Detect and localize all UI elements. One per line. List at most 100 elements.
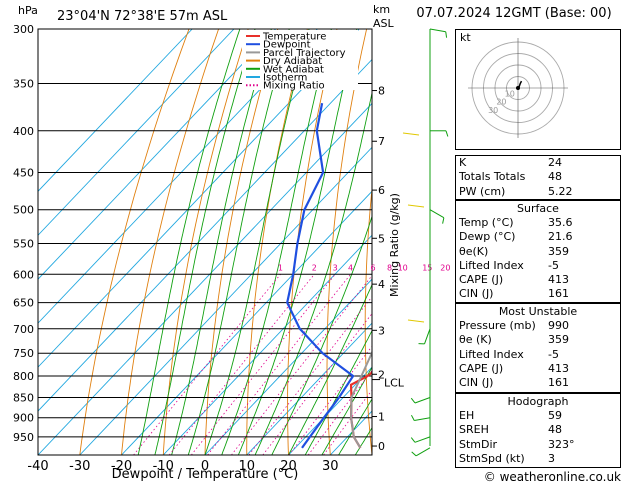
temperature-tick-label: 10	[238, 459, 255, 474]
indices-panel: K 24 Totals Totals 48 PW (cm) 5.22	[455, 155, 621, 200]
upper-wind-barb	[407, 319, 425, 323]
hodograph-row: SREH 48	[459, 423, 562, 437]
pressure-tick-label: 600	[13, 268, 34, 281]
most-unstable-panel: Most Unstable Pressure (mb) 990 θe (K) 359…	[455, 303, 621, 393]
wind-barb	[429, 209, 445, 219]
upper-wind-barb	[407, 204, 425, 208]
isotherm-line	[38, 58, 372, 412]
mixing-ratio-label: 20	[440, 263, 450, 272]
dry-adiabat-line	[121, 29, 220, 455]
hodograph-ring-label: 20	[496, 98, 506, 107]
most-unstable-row: Lifted Index -5	[459, 347, 559, 361]
dry-adiabat-line	[438, 29, 455, 455]
surface-row: Temp (°C) 35.6	[459, 216, 573, 229]
hodograph-row: StmDir 323°	[459, 437, 575, 451]
pressure-tick-label: 750	[13, 347, 34, 360]
most-unstable-row: CIN (J) 161	[459, 376, 569, 390]
pressure-tick-label: 800	[13, 370, 34, 383]
index-row-k: K 24	[459, 156, 562, 169]
wet-adiabat-line	[338, 398, 372, 455]
legend-label: Parcel Trajectory	[263, 48, 346, 59]
pressure-tick-label: 650	[13, 297, 34, 310]
wind-barb-flag	[445, 130, 449, 137]
hodograph-unit-label: kt	[460, 31, 471, 44]
km-tick-label: 3	[378, 324, 385, 337]
isotherm-line	[38, 102, 372, 455]
isotherm-line	[162, 234, 372, 455]
wind-barb-flag	[411, 451, 417, 457]
legend-label: Temperature	[262, 32, 326, 43]
temperature-tick-label: -30	[69, 459, 90, 474]
mixing-ratio-line	[207, 274, 351, 455]
hodograph-ring-label: 10	[505, 89, 515, 98]
temperature-tick-label: 20	[280, 459, 297, 474]
wind-barb-flag	[410, 414, 415, 421]
mixing-ratio-label: 1	[278, 263, 283, 272]
credit-text: © weatheronline.co.uk	[483, 470, 621, 484]
surface-row: Lifted Index -5	[459, 258, 559, 272]
pressure-tick-label: 700	[13, 323, 34, 336]
legend-label: Wet Adiabat	[263, 64, 324, 75]
most-unstable-row: CAPE (J) 413	[459, 361, 569, 375]
mixing-ratio-label: 6	[370, 263, 375, 272]
datetime-title: 07.07.2024 12GMT (Base: 00)	[416, 6, 612, 21]
mixing-ratio-line	[190, 274, 336, 455]
km-tick-label: 7	[378, 135, 385, 148]
isotherm-line	[38, 29, 318, 324]
hodograph-ring-label: 30	[488, 106, 498, 115]
hodograph-table: Hodograph EH 59 SREH 48 StmDir 323° StmSpd …	[455, 393, 621, 468]
surface-row: θe(K) 359	[459, 244, 569, 258]
location-title: 23°04'N 72°38'E 57m ASL	[57, 9, 228, 24]
mixing-ratio-label: 4	[348, 263, 353, 272]
isotherm-line	[38, 29, 277, 280]
mixing-ratio-line	[323, 389, 372, 455]
km-unit-label: km	[373, 3, 390, 16]
mixing-ratio-label: 8	[387, 263, 392, 272]
wind-barb-flag	[410, 437, 416, 443]
wind-barbs	[402, 28, 449, 457]
wind-barb-flag	[410, 397, 416, 404]
km-tick-label: 0	[378, 440, 385, 453]
wind-barb	[414, 397, 431, 404]
parcel-trajectory-profile	[350, 349, 372, 449]
isotherm-line	[246, 322, 372, 455]
mixing-ratio-label: 10	[398, 263, 408, 272]
surface-row: CIN (J) 161	[459, 287, 569, 301]
wind-barb	[414, 436, 431, 443]
wind-barb	[424, 328, 431, 345]
legend-label: Isotherm	[263, 73, 307, 84]
hodograph-row: EH 59	[459, 409, 562, 422]
most-unstable-title: Most Unstable	[498, 305, 578, 318]
pressure-tick-label: 450	[13, 166, 34, 179]
isotherm-line	[38, 29, 360, 368]
isotherm-line	[38, 29, 193, 192]
lcl-label: LCL	[384, 377, 405, 390]
temperature-tick-label: 0	[201, 459, 209, 474]
legend-label: Dewpoint	[263, 40, 311, 51]
legend-label: Dry Adiabat	[263, 56, 322, 67]
hpa-unit-label: hPa	[18, 4, 38, 17]
wet-adiabat-line	[288, 283, 372, 455]
pressure-tick-label: 850	[13, 391, 34, 404]
most-unstable-row: θe (K) 359	[459, 333, 569, 347]
wet-adiabat-line	[321, 366, 372, 455]
dry-adiabat-line	[79, 29, 190, 455]
wind-barb	[429, 28, 446, 33]
upper-wind-barb	[402, 132, 420, 136]
dewpoint-profile	[286, 102, 355, 449]
hodograph-origin	[516, 86, 520, 90]
asl-unit-label: ASL	[373, 17, 395, 30]
km-tick-label: 1	[378, 411, 385, 424]
temperature-tick-label: -10	[153, 459, 174, 474]
temperature-tick-label: -40	[27, 459, 48, 474]
km-tick-label: 5	[378, 232, 385, 245]
pressure-tick-label: 350	[13, 78, 34, 91]
hodograph-table-title: Hodograph	[507, 395, 569, 408]
profile-lines	[286, 102, 372, 449]
x-axis-title: Dewpoint / Temperature (°C)	[112, 467, 299, 482]
pressure-tick-label: 950	[13, 431, 34, 444]
dry-adiabat-line	[326, 29, 368, 455]
